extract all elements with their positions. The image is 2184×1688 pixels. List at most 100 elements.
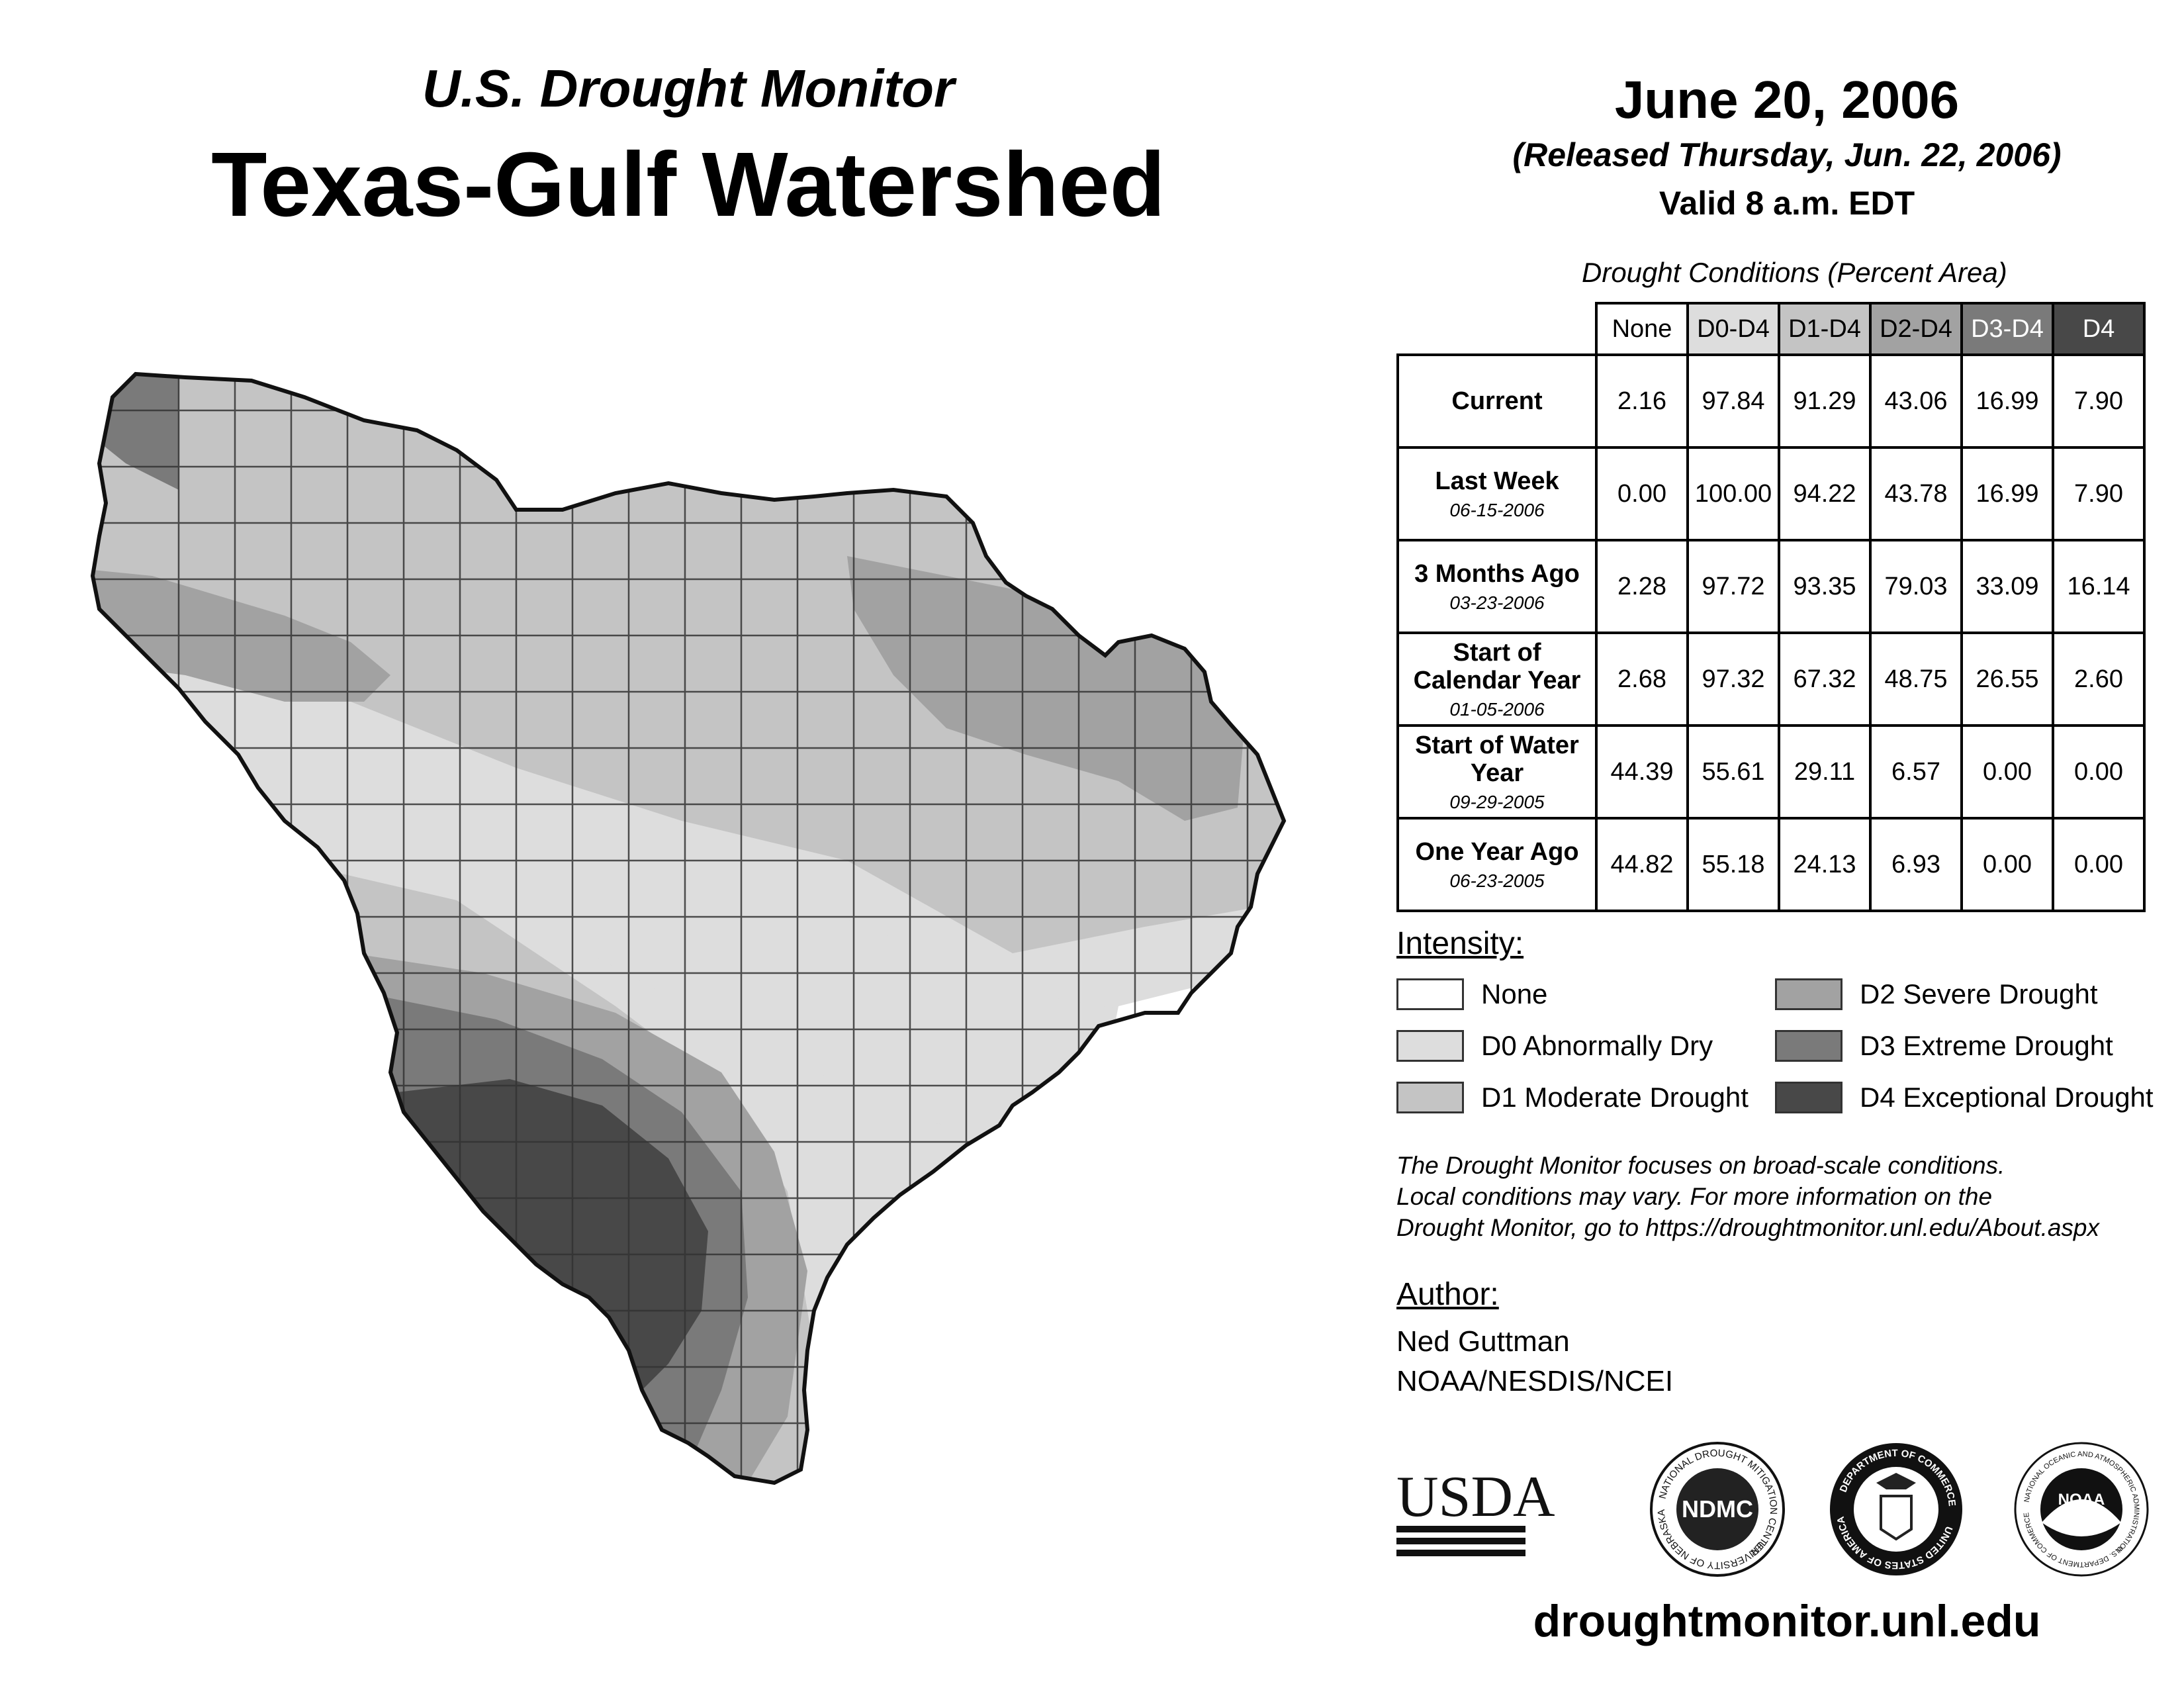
table-row: Current 2.16 97.84 91.29 43.06 16.99 7.90 (1396, 353, 2146, 449)
map-subtitle: U.S. Drought Monitor (422, 59, 955, 118)
table-cell: 43.78 (1869, 446, 1963, 541)
legend-label: D4 Exceptional Drought (1860, 1082, 2154, 1113)
table-cell: 33.09 (1960, 539, 2054, 634)
table-cell: 26.55 (1960, 632, 2054, 727)
table-cell: 55.61 (1686, 724, 1780, 820)
table-row: 3 Months Ago 03-23-2006 2.28 97.72 93.35 79.0… (1396, 539, 2146, 634)
table-cell: 55.18 (1686, 817, 1780, 912)
legend-swatch (1775, 978, 1843, 1010)
author-organization: NOAA/NESDIS/NCEI (1396, 1365, 1674, 1397)
row-date: 06-23-2005 (1449, 870, 1545, 891)
note-line-1: The Drought Monitor focuses on broad-sca… (1396, 1152, 2005, 1179)
row-label: Start of Calendar Year 01-05-2006 (1396, 632, 1598, 727)
table-cell: 0.00 (1595, 446, 1689, 541)
row-date: 01-05-2006 (1449, 698, 1545, 720)
column-header-d2-d4: D2-D4 (1869, 302, 1963, 356)
table-corner (1398, 303, 1596, 356)
valid-time: Valid 8 a.m. EDT (1659, 185, 1915, 222)
column-header-d0-d4: D0-D4 (1686, 302, 1780, 356)
table-cell: 6.93 (1869, 817, 1963, 912)
ndmc-logo: NATIONAL DROUGHT MITIGATION CENTER UNIVE… (1650, 1442, 1785, 1577)
legend-swatch (1396, 1082, 1464, 1113)
table-cell: 97.84 (1686, 353, 1780, 449)
note-line-2: Local conditions may vary. For more info… (1396, 1182, 1993, 1210)
legend-swatch (1775, 1030, 1843, 1062)
row-label: One Year Ago 06-23-2005 (1396, 817, 1598, 912)
table-cell: 93.35 (1778, 539, 1872, 634)
table-cell: 0.00 (2052, 724, 2146, 820)
legend-label: D3 Extreme Drought (1860, 1030, 2113, 1061)
noaa-logo: NATIONAL OCEANIC AND ATMOSPHERIC ADMINIS… (2014, 1442, 2149, 1577)
table-cell: 0.00 (2052, 817, 2146, 912)
d4-region (397, 1079, 708, 1403)
release-date: (Released Thursday, Jun. 22, 2006) (1512, 136, 2062, 173)
table-cell: 79.03 (1869, 539, 1963, 634)
map-date: June 20, 2006 (1614, 70, 1960, 129)
author-heading: Author: (1396, 1277, 1499, 1312)
table-cell: 43.06 (1869, 353, 1963, 449)
author-name: Ned Guttman (1396, 1325, 1570, 1358)
table-cell: 97.32 (1686, 632, 1780, 727)
table-row: Last Week 06-15-2006 0.00 100.00 94.22 43.78 1… (1396, 446, 2146, 541)
legend-swatch (1396, 978, 1464, 1010)
table-cell: 16.99 (1960, 353, 2054, 449)
row-label-text: 3 Months Ago (1414, 560, 1580, 588)
row-label: 3 Months Ago 03-23-2006 (1396, 539, 1598, 634)
watershed-map (86, 357, 1297, 1556)
legend-label: D1 Moderate Drought (1481, 1082, 1749, 1113)
column-header-d1-d4: D1-D4 (1778, 302, 1872, 356)
legend-swatch (1396, 1030, 1464, 1062)
table-row: Start of Water Year 09-29-2005 44.39 55.61 2… (1396, 724, 2146, 820)
table-cell: 2.28 (1595, 539, 1689, 634)
table-cell: 0.00 (1960, 817, 2054, 912)
legend-heading: Intensity: (1396, 926, 1524, 961)
table-cell: 7.90 (2052, 353, 2146, 449)
d3-nw-corner (93, 374, 179, 490)
doc-seal: DEPARTMENT OF COMMERCE UNITED STATES OF … (1830, 1443, 1962, 1575)
row-label: Start of Water Year 09-29-2005 (1396, 724, 1598, 820)
usda-logo: USDA (1396, 1465, 1555, 1556)
table-cell: 44.39 (1595, 724, 1689, 820)
note-line-3: Drought Monitor, go to https://droughtmo… (1396, 1213, 2099, 1241)
noaa-logo-text: NOAA (2058, 1491, 2105, 1509)
agency-logos: USDA NATIONAL DROUGHT MITIGATION CENTER … (1396, 1442, 2149, 1577)
eagle-icon (1876, 1473, 1916, 1489)
row-label-text: Start of Water Year (1415, 731, 1579, 788)
row-date: 09-29-2005 (1449, 791, 1545, 812)
table-cell: 44.82 (1595, 817, 1689, 912)
table-cell: 16.99 (1960, 446, 2054, 541)
disclaimer-note: The Drought Monitor focuses on broad-sca… (1396, 1150, 2177, 1244)
table-cell: 91.29 (1778, 353, 1872, 449)
table-cell: 7.90 (2052, 446, 2146, 541)
table-caption: Drought Conditions (Percent Area) (1582, 257, 2007, 288)
row-label-text: Current (1451, 387, 1543, 415)
row-label-text: Start of Calendar Year (1413, 638, 1581, 695)
table-cell: 100.00 (1686, 446, 1780, 541)
row-label: Current (1396, 353, 1598, 449)
ndmc-logo-text: NDMC (1682, 1495, 1753, 1523)
table-row: Start of Calendar Year 01-05-2006 2.68 97.3… (1396, 632, 2146, 727)
noaa-bird-icon (2042, 1499, 2121, 1536)
table-cell: 97.72 (1686, 539, 1780, 634)
table-row: One Year Ago 06-23-2005 44.82 55.18 24.13 6.9… (1396, 817, 2146, 912)
legend-swatch (1775, 1082, 1843, 1113)
column-header-d4: D4 (2052, 302, 2146, 356)
row-date: 06-15-2006 (1449, 499, 1545, 520)
d0-central-band (258, 728, 1284, 1152)
table-cell: 2.60 (2052, 632, 2146, 727)
row-label: Last Week 06-15-2006 (1396, 446, 1598, 541)
table-cell: 6.57 (1869, 724, 1963, 820)
website-url[interactable]: droughtmonitor.unl.edu (1533, 1596, 2041, 1646)
table-cell: 2.68 (1595, 632, 1689, 727)
legend-label: D0 Abnormally Dry (1481, 1030, 1713, 1061)
column-header-d3-d4: D3-D4 (1960, 302, 2054, 356)
legend-label: D2 Severe Drought (1860, 978, 2098, 1009)
table-cell: 67.32 (1778, 632, 1872, 727)
shield-icon (1880, 1495, 1913, 1541)
map-title: Texas-Gulf Watershed (211, 134, 1165, 236)
table-cell: 48.75 (1869, 632, 1963, 727)
column-header-none: None (1595, 302, 1689, 356)
table-cell: 16.14 (2052, 539, 2146, 634)
drought-conditions-table: None D0-D4 D1-D4 D2-D4 D3-D4 D4 Current 2… (1396, 302, 2146, 912)
table-cell: 2.16 (1595, 353, 1689, 449)
